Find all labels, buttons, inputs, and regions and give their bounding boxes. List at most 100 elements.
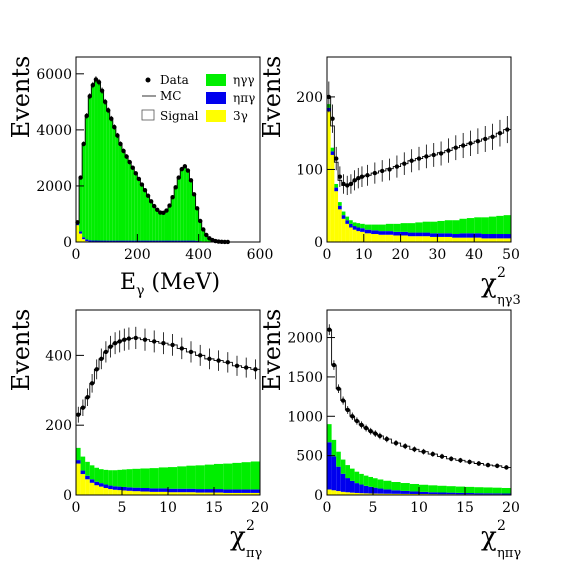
bar-three_gamma [94,485,99,495]
bar-three_gamma [122,490,127,495]
bar-eta_gamma_gamma [177,177,181,241]
data-point [170,342,175,348]
x-tick-label: 0 [323,247,332,263]
bar-eta_gamma_gamma [186,170,190,241]
x-tick-label: 10 [410,500,428,516]
bar-eta_pi_gamma [94,481,99,486]
legend-three_gamma-swatch [206,110,226,122]
bar-eta_gamma_gamma [356,223,361,228]
bar-three_gamma [400,493,410,495]
data-point [345,407,350,413]
bar-eta_pi_gamma [171,240,175,242]
bar-eta_gamma_gamma [126,469,133,488]
bar-eta_pi_gamma [122,486,127,491]
data-point [201,227,206,232]
bar-eta_pi_gamma [126,487,133,491]
bar-eta_gamma_gamma [474,217,482,234]
bar-eta_pi_gamma [483,493,493,495]
y-tick-label: 100 [296,162,323,178]
data-point [225,360,230,365]
bar-eta_pi_gamma [177,240,181,242]
data-point [340,398,346,403]
data-point [331,362,337,368]
bar-eta_gamma_gamma [345,465,350,479]
bar-eta_pi_gamma [400,490,410,494]
bar-eta_pi_gamma [400,231,408,236]
bar-eta_gamma_gamma [363,475,369,486]
data-point [94,367,99,372]
data-point [194,206,200,211]
bar-eta_pi_gamma [76,460,81,464]
data-point [439,454,445,459]
bar-eta_gamma_gamma [128,162,132,241]
bar-eta_gamma_gamma [437,485,447,493]
data-point [354,418,360,424]
y-axis-label: Events [258,56,286,139]
bar-three_gamma [488,238,497,242]
bar-three_gamma [385,234,394,242]
data-point [409,158,414,163]
data-point [106,108,111,113]
data-point [377,433,383,439]
y-tick-label: 400 [45,348,72,364]
bar-eta_gamma_gamma [488,216,497,235]
x-tick-label: 15 [205,500,223,516]
bar-eta_pi_gamma [465,493,475,495]
bar-eta_pi_gamma [89,479,95,483]
bar-eta_gamma_gamma [338,202,342,206]
data-point [363,425,369,431]
bar-eta_gamma_gamma [331,439,337,457]
bar-three_gamma [393,235,401,242]
bar-eta_gamma_gamma [359,473,364,485]
bar-eta_pi_gamma [419,491,429,495]
bar-eta_pi_gamma [192,240,196,242]
bar-three_gamma [444,236,453,242]
data-point [109,116,114,121]
bar-eta_gamma_gamma [168,467,178,489]
bar-eta_pi_gamma [338,205,342,210]
bar-three_gamma [327,489,332,495]
bar-eta_gamma_gamma [492,487,502,494]
data-point [176,175,181,180]
bar-eta_pi_gamma [327,442,332,490]
bar-eta_pi_gamma [481,234,489,239]
x-tick-label: 20 [392,247,410,263]
bar-three_gamma [377,493,384,495]
data-point [348,181,354,187]
bar-eta_pi_gamma [214,489,224,493]
bar-eta_gamma_gamma [465,486,475,494]
bar-eta_gamma_gamma [373,478,378,488]
bar-three_gamma [466,237,475,242]
x-tick-label: 30 [428,247,446,263]
bar-eta_pi_gamma [85,475,90,480]
bar-eta_pi_gamma [195,240,199,242]
bar-eta_gamma_gamma [419,484,429,492]
bar-eta_pi_gamma [91,240,95,242]
bar-eta_gamma_gamma [204,234,208,242]
bar-eta_gamma_gamma [112,470,118,487]
bar-eta_pi_gamma [377,488,384,494]
bar-eta_pi_gamma [180,240,184,242]
bar-eta_pi_gamma [140,240,144,242]
data-point [133,335,138,341]
legend-eta_pi_gamma-swatch [206,92,226,104]
bar-eta_gamma_gamma [103,101,107,241]
bar-three_gamma [186,492,196,495]
data-point [117,339,122,344]
bar-eta_gamma_gamma [109,118,113,241]
bar-three_gamma [349,227,353,242]
bar-eta_gamma_gamma [134,173,138,241]
data-point [126,336,132,341]
bar-eta_pi_gamma [186,240,190,242]
bar-eta_pi_gamma [385,231,394,235]
bar-eta_pi_gamma [409,491,419,494]
bar-eta_pi_gamma [359,484,364,494]
bar-eta_gamma_gamma [192,194,196,241]
bar-eta_gamma_gamma [99,469,104,484]
bar-eta_gamma_gamma [232,462,242,490]
x-axis-label: χ [230,522,246,552]
bar-eta_pi_gamma [241,489,251,493]
data-point [76,412,81,417]
bar-eta_pi_gamma [149,488,159,492]
